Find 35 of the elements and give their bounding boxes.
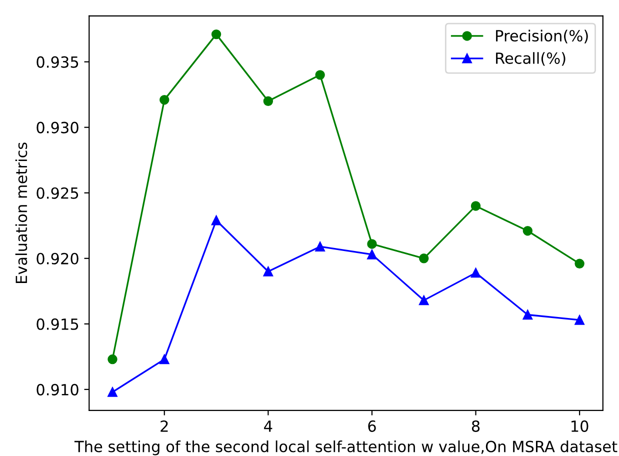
point [211, 29, 222, 40]
y-tick-label: 0.935 [36, 56, 78, 68]
point [160, 94, 170, 105]
point [108, 354, 118, 364]
point [108, 387, 118, 397]
point [211, 216, 222, 226]
point [263, 266, 274, 276]
x-tick-label: 6 [368, 420, 376, 432]
legend-label: Recall(%) [496, 52, 566, 66]
point [315, 70, 325, 80]
point [522, 310, 533, 320]
point [367, 250, 377, 260]
y-tick-label: 0.925 [36, 187, 78, 199]
legend-label: Precision(%) [496, 30, 588, 44]
y-tick-label: 0.910 [36, 384, 78, 396]
point [470, 201, 481, 211]
x-tick-label: 10 [572, 420, 588, 432]
point [263, 96, 274, 106]
y-axis-title: Evaluation metrics [15, 142, 28, 283]
point [315, 242, 325, 252]
x-tick-label: 2 [160, 420, 168, 432]
point [419, 295, 429, 306]
point [522, 226, 533, 236]
x-axis-title: The setting of the second local self-attention w value,On MSRA dataset [74, 440, 618, 456]
point [470, 268, 481, 278]
y-tick-label: 0.915 [36, 318, 78, 330]
point [367, 239, 377, 249]
y-tick-label: 0.930 [36, 122, 78, 134]
x-tick-label: 4 [264, 420, 272, 432]
point [574, 258, 584, 268]
x-tick-label: 8 [472, 420, 480, 432]
y-tick-label: 0.920 [36, 252, 78, 264]
point [419, 254, 429, 264]
point [160, 354, 170, 364]
point [574, 315, 584, 325]
